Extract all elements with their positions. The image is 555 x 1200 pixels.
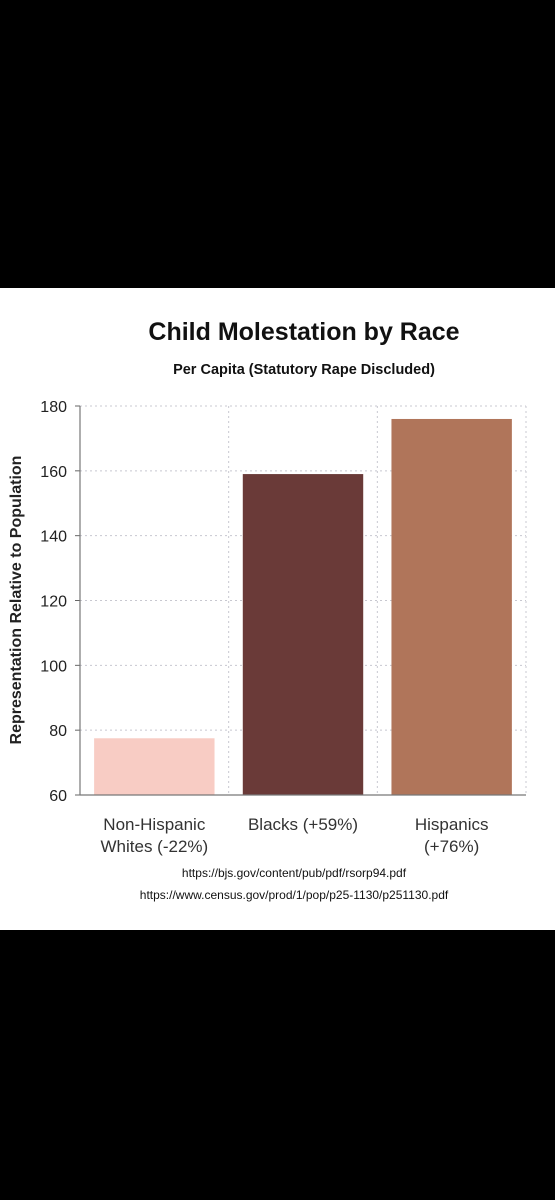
y-tick-label: 120 — [40, 594, 67, 611]
y-tick-label: 160 — [40, 464, 67, 481]
chart-title: Child Molestation by Race — [148, 318, 459, 346]
bar-chart: Child Molestation by Race Per Capita (St… — [8, 318, 527, 902]
source-link: https://www.census.gov/prod/1/pop/p25-11… — [140, 888, 449, 902]
bar — [391, 418, 512, 795]
x-tick-label: (+76%) — [424, 837, 479, 856]
chart-panel: Child Molestation by Race Per Capita (St… — [0, 288, 555, 930]
source-link: https://bjs.gov/content/pub/pdf/rsorp94.… — [182, 866, 407, 880]
x-tick-label: Hispanics — [415, 815, 489, 834]
x-tick-label: Blacks (+59%) — [248, 815, 358, 834]
y-tick-label: 180 — [40, 399, 67, 416]
x-tick-label: Whites (-22%) — [100, 837, 208, 856]
y-ticks: 60 80 100 120 140 160 180 — [40, 399, 67, 805]
chart-subtitle: Per Capita (Statutory Rape Discluded) — [173, 362, 435, 378]
bar — [242, 474, 364, 795]
sources: https://bjs.gov/content/pub/pdf/rsorp94.… — [140, 866, 449, 902]
bars — [94, 418, 512, 795]
x-tick-label: Non-Hispanic — [103, 815, 206, 834]
y-tick-label: 140 — [40, 529, 67, 546]
axes — [75, 405, 526, 796]
bar — [94, 738, 215, 795]
y-tick-label: 100 — [40, 658, 67, 675]
y-axis-label: Representation Relative to Population — [8, 456, 25, 745]
x-ticks: Non-Hispanic Whites (-22%) Blacks (+59%) Hi… — [100, 815, 488, 856]
y-tick-label: 80 — [49, 723, 67, 740]
y-tick-label: 60 — [49, 788, 67, 805]
